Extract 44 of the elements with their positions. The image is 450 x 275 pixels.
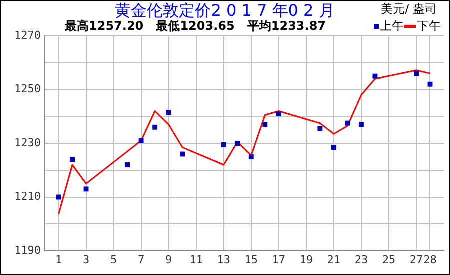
point [345,120,350,126]
text: 美元/ 盎司 [381,2,437,16]
legend-label: 上午 [380,19,404,33]
x-tick-label: 25 [382,253,396,266]
x-tick-label: 19 [300,253,314,266]
point [152,124,158,130]
point [70,157,75,162]
point [428,82,433,87]
point [180,152,186,157]
point [262,122,268,128]
point [221,142,226,148]
x-tick-label: 17 [272,253,286,266]
point [248,154,254,160]
x-tick-label: 23 [354,253,368,266]
point [84,186,89,192]
point [235,141,240,146]
point [372,74,378,79]
x-tick-label: 13 [217,253,230,266]
x-tick-label: 1 [55,253,62,266]
y-tick-label: 1210 [14,190,41,204]
point [138,138,144,144]
chart-title: 黄金伦敦定价2 0 1 7 年0 2 月 [115,1,335,20]
x-tick-label: 7 [138,253,145,266]
point [166,110,172,116]
y-tick-label: 1270 [14,28,41,42]
chart-subtitle: 最高1257.20 最低1203.65 平均1233.87 [65,19,326,33]
x-tick-label: 15 [244,253,258,266]
x-tick-label: 11 [190,253,203,266]
point [276,111,282,116]
x-tick-label: 5 [110,253,118,266]
x-tick-label: 9 [166,253,172,266]
point [414,71,419,76]
x-tick-label: 27 [410,253,424,266]
y-tick-label: 1230 [14,136,41,150]
point [125,162,130,168]
x-tick-label: 21 [327,253,341,266]
y-tick-label: 1250 [14,82,41,96]
point [358,122,364,128]
x-tick-label: 3 [82,253,90,266]
point [318,126,323,132]
y-tick-label: 1190 [14,244,41,257]
point [331,145,336,150]
legend-label: 下午 [417,19,441,33]
x-tick-label: 28 [424,253,437,266]
